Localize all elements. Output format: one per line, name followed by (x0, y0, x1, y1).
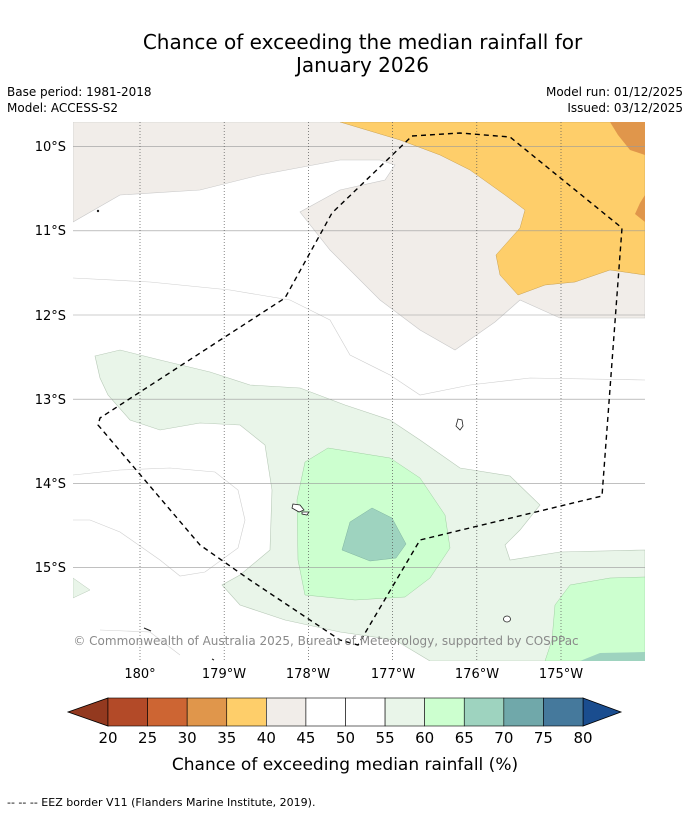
colorbar-below-arrow (66, 697, 109, 727)
lon-axis-labels: 180° 179°W 178°W 177°W 176°W 175°W (124, 667, 583, 682)
colorbar-tick-label: 20 (98, 729, 117, 747)
model-run: Model run: 01/12/2025 (545, 85, 683, 99)
colorbar-tick-label: 40 (257, 729, 276, 747)
colorbar-swatch (543, 697, 584, 727)
colorbar-swatch (503, 697, 544, 727)
meta-right: Model run: 01/12/2025 Issued: 03/12/2025 (546, 84, 683, 116)
contour-line-1 (73, 277, 645, 396)
colorbar-swatch (424, 697, 465, 727)
island-futuna (291, 503, 305, 513)
title-line-1: Chance of exceeding the median rainfall … (142, 30, 583, 54)
lon-label: 180° (124, 667, 155, 682)
island-sliver-sw (143, 627, 152, 632)
base-period: Base period: 1981-2018 (7, 85, 152, 99)
eez-footer-note: -- -- -- EEZ border V11 (Flanders Marine… (7, 796, 316, 809)
contour-line-3 (99, 629, 181, 656)
lat-label: 10°S (35, 140, 66, 155)
colorbar-tick-label: 50 (336, 729, 355, 747)
meta-left: Base period: 1981-2018 Model: ACCESS-S2 (7, 84, 152, 116)
colorbar-above-arrow (582, 697, 623, 727)
colorbar-swatch (345, 697, 386, 727)
colorbar-label: Chance of exceeding median rainfall (%) (172, 755, 518, 775)
colorbar-tick-label: 75 (534, 729, 553, 747)
lat-axis-labels: 10°S 11°S 12°S 13°S 14°S 15°S (35, 140, 66, 576)
colorbar-tick-label: 30 (178, 729, 197, 747)
region-30-35-b (635, 195, 645, 222)
colorbar-ticks: 20 25 30 35 40 45 50 55 60 65 70 75 80 (98, 729, 592, 747)
map-plot-area: © Commonwealth of Australia 2025, Bureau… (73, 122, 645, 661)
model-name: Model: ACCESS-S2 (7, 101, 119, 115)
colorbar-swatch (226, 697, 267, 727)
contour-line-2 (73, 467, 246, 577)
colorbar-swatches (107, 697, 584, 727)
colorbar-tick-label: 55 (376, 729, 395, 747)
copyright-text: © Commonwealth of Australia 2025, Bureau… (73, 634, 578, 648)
lat-label: 15°S (35, 561, 66, 576)
region-35-40 (339, 122, 645, 296)
region-65-70-central (341, 507, 407, 562)
issued-date: Issued: 03/12/2025 (567, 101, 683, 115)
island-alofi (301, 511, 310, 516)
lon-label: 176°W (455, 667, 499, 682)
lat-label: 13°S (35, 393, 66, 408)
colorbar-swatch (384, 697, 425, 727)
colorbar-swatch (305, 697, 346, 727)
colorbar-swatch (147, 697, 188, 727)
lon-label: 175°W (539, 667, 583, 682)
map-title: Chance of exceeding the median rainfall … (0, 31, 690, 77)
colorbar-tick-label: 35 (217, 729, 236, 747)
colorbar-tick-label: 60 (415, 729, 434, 747)
island-small-south (503, 615, 511, 623)
region-55-60-west (73, 577, 91, 599)
lon-label: 177°W (371, 667, 415, 682)
island-wallis (455, 418, 464, 431)
island-dot-south (211, 658, 215, 661)
graticule (73, 122, 645, 661)
colorbar-swatch (266, 697, 307, 727)
island-dot-nw (96, 209, 100, 213)
region-60-65-southeast (544, 576, 645, 661)
colorbar: 20 25 30 35 40 45 50 55 60 65 70 75 80 Chance of exc… (66, 697, 623, 775)
colorbar-tick-label: 65 (455, 729, 474, 747)
lon-label: 179°W (202, 667, 246, 682)
colorbar-tick-label: 70 (494, 729, 513, 747)
eez-border (97, 132, 623, 646)
colorbar-tick-label: 80 (573, 729, 592, 747)
colorbar-swatch (186, 697, 228, 727)
region-65-70-southeast (580, 652, 645, 661)
lat-label: 12°S (35, 309, 66, 324)
colorbar-swatch (463, 697, 505, 727)
lat-label: 11°S (35, 224, 66, 239)
title-line-2: January 2026 (295, 53, 430, 77)
colorbar-swatch (107, 697, 148, 727)
lat-label: 14°S (35, 477, 66, 492)
lon-label: 178°W (286, 667, 330, 682)
colorbar-tick-label: 25 (138, 729, 157, 747)
colorbar-tick-label: 45 (296, 729, 315, 747)
